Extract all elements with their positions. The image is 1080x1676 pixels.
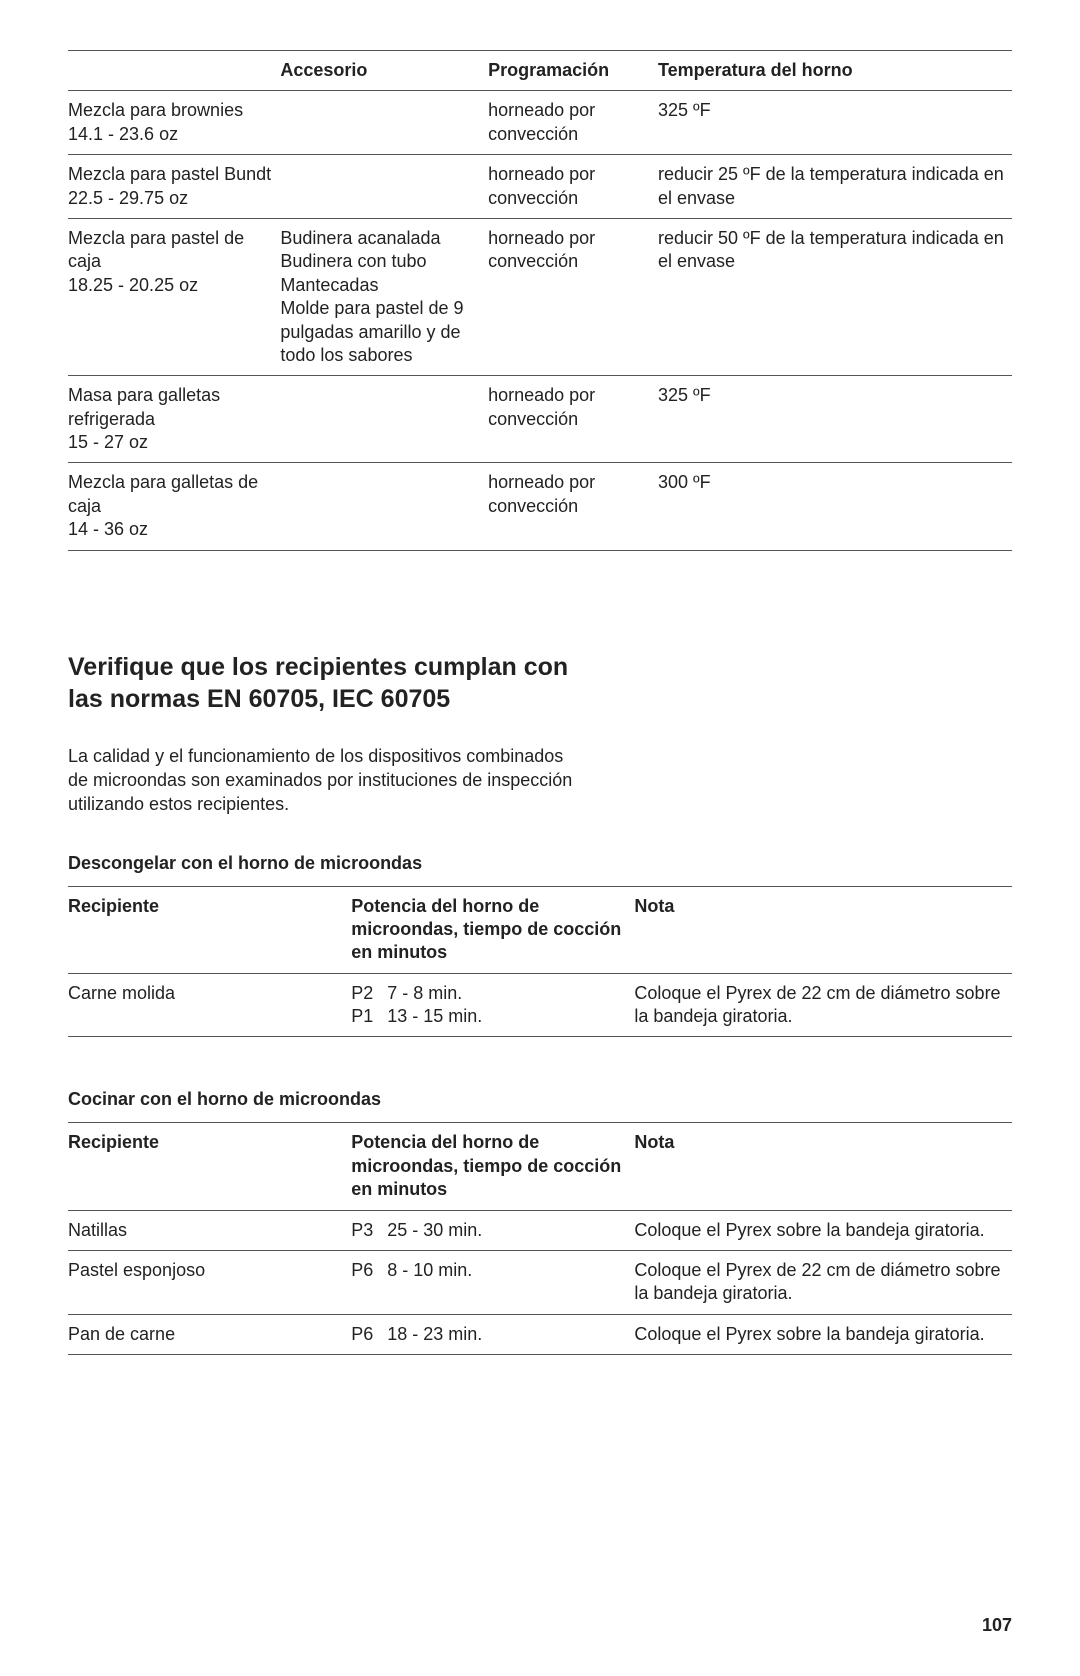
power-time: 13 - 15 min.: [387, 1005, 482, 1028]
defrost-table: Recipiente Potencia del horno de microon…: [68, 886, 1012, 1038]
power-line: P618 - 23 min.: [351, 1323, 628, 1346]
cell-potencia: P325 - 30 min.: [351, 1210, 634, 1250]
cell-nota: Coloque el Pyrex de 22 cm de diámetro so…: [634, 973, 1012, 1037]
power-code: P6: [351, 1323, 387, 1346]
section-heading: Verifique que los recipientes cumplan co…: [68, 651, 588, 716]
power-code: P2: [351, 982, 387, 1005]
table-row: Masa para galletas refrigerada15 - 27 oz…: [68, 376, 1012, 463]
page-number: 107: [68, 1615, 1012, 1636]
cell-potencia: P27 - 8 min.P113 - 15 min.: [351, 973, 634, 1037]
cook-table: Recipiente Potencia del horno de microon…: [68, 1122, 1012, 1355]
cell-accesorio: [280, 463, 488, 550]
table-row: Pastel esponjosoP68 - 10 min. Coloque el …: [68, 1251, 1012, 1315]
header-item: [68, 51, 280, 91]
table-row: Mezcla para brownies14.1 - 23.6 oz hornea…: [68, 91, 1012, 155]
power-line: P113 - 15 min.: [351, 1005, 628, 1028]
header-recipiente: Recipiente: [68, 886, 351, 973]
cell-item: Mezcla para pastel Bundt22.5 - 29.75 oz: [68, 155, 280, 219]
cell-programacion: horneado por convección: [488, 376, 658, 463]
cell-potencia: P618 - 23 min.: [351, 1314, 634, 1354]
cell-programacion: horneado por convección: [488, 91, 658, 155]
power-code: P6: [351, 1259, 387, 1282]
cell-item: Mezcla para galletas de caja14 - 36 oz: [68, 463, 280, 550]
table-header-row: Accesorio Programación Temperatura del h…: [68, 51, 1012, 91]
cell-potencia: P68 - 10 min.: [351, 1251, 634, 1315]
cell-item: Mezcla para brownies14.1 - 23.6 oz: [68, 91, 280, 155]
power-time: 25 - 30 min.: [387, 1219, 482, 1242]
section-intro: La calidad y el funcionamiento de los di…: [68, 744, 588, 817]
cell-temperatura: 325 ºF: [658, 91, 1012, 155]
table3-title: Cocinar con el horno de microondas: [68, 1089, 1012, 1110]
cell-temperatura: reducir 25 ºF de la temperatura indicada…: [658, 155, 1012, 219]
table-row: Mezcla para pastel de caja18.25 - 20.25 …: [68, 218, 1012, 375]
table-header-row: Recipiente Potencia del horno de microon…: [68, 886, 1012, 973]
header-programacion: Programación: [488, 51, 658, 91]
cell-item: Masa para galletas refrigerada15 - 27 oz: [68, 376, 280, 463]
table-row: Carne molidaP27 - 8 min.P113 - 15 min.Co…: [68, 973, 1012, 1037]
cell-programacion: horneado por convección: [488, 463, 658, 550]
table-row: Mezcla para pastel Bundt22.5 - 29.75 oz h…: [68, 155, 1012, 219]
cell-accesorio: [280, 376, 488, 463]
header-potencia: Potencia del horno de microondas, tiempo…: [351, 1123, 634, 1210]
cell-temperatura: reducir 50 ºF de la temperatura indicada…: [658, 218, 1012, 375]
accessories-table: Accesorio Programación Temperatura del h…: [68, 50, 1012, 551]
power-code: P3: [351, 1219, 387, 1242]
power-time: 8 - 10 min.: [387, 1259, 472, 1282]
cell-temperatura: 325 ºF: [658, 376, 1012, 463]
cell-nota: Coloque el Pyrex sobre la bandeja girato…: [634, 1314, 1012, 1354]
table-header-row: Recipiente Potencia del horno de microon…: [68, 1123, 1012, 1210]
cell-programacion: horneado por convección: [488, 155, 658, 219]
cell-recipiente: Carne molida: [68, 973, 351, 1037]
cell-temperatura: 300 ºF: [658, 463, 1012, 550]
cell-nota: Coloque el Pyrex de 22 cm de diámetro so…: [634, 1251, 1012, 1315]
cell-recipiente: Natillas: [68, 1210, 351, 1250]
header-nota: Nota: [634, 1123, 1012, 1210]
power-time: 18 - 23 min.: [387, 1323, 482, 1346]
cell-accesorio: [280, 91, 488, 155]
cell-item: Mezcla para pastel de caja18.25 - 20.25 …: [68, 218, 280, 375]
header-temperatura: Temperatura del horno: [658, 51, 1012, 91]
cell-nota: Coloque el Pyrex sobre la bandeja girato…: [634, 1210, 1012, 1250]
header-accesorio: Accesorio: [280, 51, 488, 91]
table2-title: Descongelar con el horno de microondas: [68, 853, 1012, 874]
header-nota: Nota: [634, 886, 1012, 973]
cell-recipiente: Pastel esponjoso: [68, 1251, 351, 1315]
cell-programacion: horneado por convección: [488, 218, 658, 375]
power-line: P325 - 30 min.: [351, 1219, 628, 1242]
power-line: P68 - 10 min.: [351, 1259, 628, 1282]
table-row: Mezcla para galletas de caja14 - 36 oz ho…: [68, 463, 1012, 550]
header-potencia: Potencia del horno de microondas, tiempo…: [351, 886, 634, 973]
power-code: P1: [351, 1005, 387, 1028]
cell-accesorio: Budinera acanaladaBudinera con tuboMante…: [280, 218, 488, 375]
power-time: 7 - 8 min.: [387, 982, 462, 1005]
header-recipiente: Recipiente: [68, 1123, 351, 1210]
power-line: P27 - 8 min.: [351, 982, 628, 1005]
cell-recipiente: Pan de carne: [68, 1314, 351, 1354]
cell-accesorio: [280, 155, 488, 219]
table-row: NatillasP325 - 30 min. Coloque el Pyrex s…: [68, 1210, 1012, 1250]
table-row: Pan de carneP618 - 23 min. Coloque el Pyr…: [68, 1314, 1012, 1354]
